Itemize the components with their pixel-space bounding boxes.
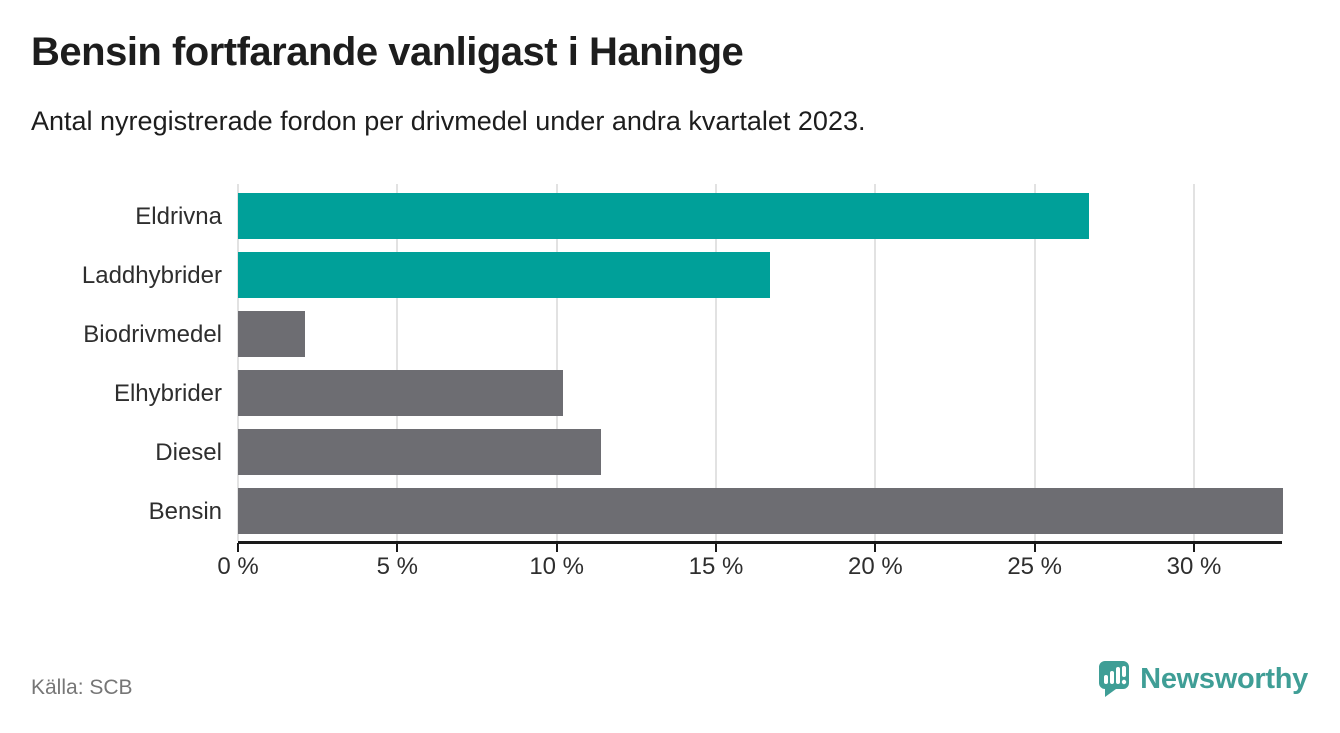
- bar-laddhybrider: [238, 252, 771, 298]
- bar-bensin: [238, 488, 1284, 534]
- x-axis-tick-label-20: 20 %: [847, 553, 903, 580]
- newsworthy-logo: Newsworthy: [1098, 660, 1308, 698]
- chart-title: Bensin fortfarande vanligast i Haninge: [31, 30, 744, 74]
- x-axis-tick-label-15: 15 %: [688, 553, 744, 580]
- bar-row-biodrivmedel: Biodrivmedel: [0, 305, 1340, 364]
- x-axis-tick-10: [555, 543, 558, 552]
- x-axis-tick-30: [1193, 543, 1196, 552]
- x-axis-line: [238, 541, 1282, 544]
- x-axis-tick-label-5: 5 %: [376, 553, 418, 580]
- x-axis-tick-label-30: 30 %: [1166, 553, 1222, 580]
- bar-elhybrider: [238, 370, 564, 416]
- bar-row-bensin: Bensin: [0, 482, 1340, 541]
- category-label-diesel: Diesel: [155, 439, 222, 466]
- chart-subtitle: Antal nyregistrerade fordon per drivmede…: [31, 106, 866, 136]
- gridline-20%: [874, 184, 877, 541]
- category-label-elhybrider: Elhybrider: [113, 380, 222, 407]
- source-label: Källa: SCB: [31, 676, 133, 699]
- x-axis-tick-25: [1033, 543, 1036, 552]
- x-axis-tick-20: [874, 543, 877, 552]
- x-axis-tick-label-25: 25 %: [1007, 553, 1063, 580]
- category-label-eldrivna: Eldrivna: [135, 203, 222, 230]
- newsworthy-wordmark: Newsworthy: [1140, 662, 1308, 695]
- bar-diesel: [238, 429, 602, 475]
- gridline-5%: [396, 184, 399, 541]
- bar-biodrivmedel: [238, 311, 305, 357]
- bar-row-laddhybrider: Laddhybrider: [0, 246, 1340, 305]
- category-label-laddhybrider: Laddhybrider: [81, 262, 222, 289]
- bar-row-elhybrider: Elhybrider: [0, 364, 1340, 423]
- x-axis-tick-0: [237, 543, 239, 552]
- gridline-10%: [555, 184, 558, 541]
- x-axis-tick-label-10: 10 %: [529, 553, 585, 580]
- category-label-bensin: Bensin: [148, 498, 222, 525]
- x-axis-tick-15: [715, 543, 717, 552]
- bar-row-eldrivna: Eldrivna: [0, 187, 1340, 246]
- category-label-biodrivmedel: Biodrivmedel: [83, 321, 222, 348]
- gridline-0%: [237, 184, 239, 541]
- gridline-15%: [715, 184, 717, 541]
- gridline-25%: [1033, 184, 1036, 541]
- x-axis-tick-5: [396, 543, 399, 552]
- bar-row-diesel: Diesel: [0, 423, 1340, 482]
- bar-chart: Eldrivna Laddhybrider Biodrivmedel Elhybrid…: [0, 184, 1340, 580]
- bar-eldrivna: [238, 193, 1089, 239]
- newsworthy-bubble-chart-icon: [1098, 660, 1130, 698]
- gridline-30%: [1193, 184, 1196, 541]
- x-axis-tick-label-0: 0 %: [217, 553, 259, 580]
